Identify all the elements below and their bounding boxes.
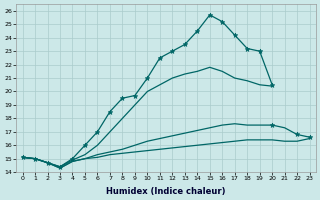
X-axis label: Humidex (Indice chaleur): Humidex (Indice chaleur)	[106, 187, 226, 196]
